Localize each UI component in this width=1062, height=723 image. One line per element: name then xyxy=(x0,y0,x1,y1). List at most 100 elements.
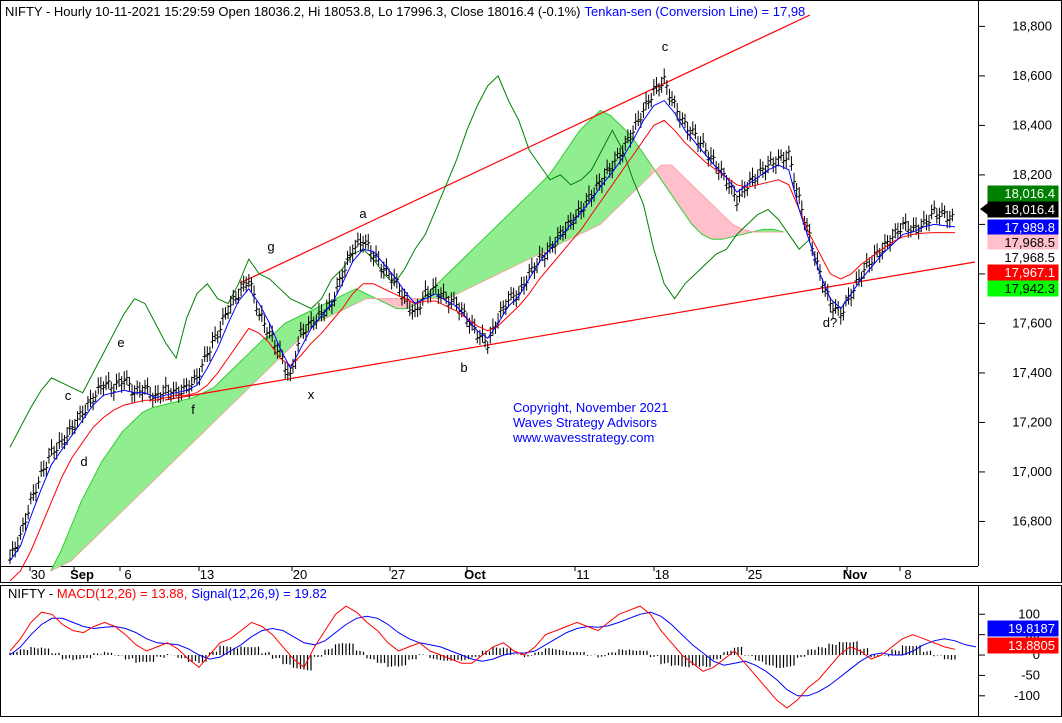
price-bar xyxy=(231,289,236,306)
price-bar xyxy=(117,372,122,387)
copyright-line-1: Copyright, November 2021 xyxy=(513,400,668,415)
price-bar xyxy=(916,224,921,240)
macd-ytick-label: 0 xyxy=(1033,647,1040,662)
cloud-segment xyxy=(599,110,611,226)
price-bar xyxy=(623,135,628,151)
price-bar xyxy=(358,233,363,252)
price-bar xyxy=(911,217,916,233)
price-bar xyxy=(306,316,311,332)
price-bar xyxy=(262,315,267,333)
main-header-symbol: NIFTY xyxy=(5,4,43,19)
price-bar xyxy=(13,541,18,558)
price-badge-text: 17,968.5 xyxy=(1004,250,1055,265)
cloud-segment xyxy=(162,402,174,473)
price-bar xyxy=(88,389,93,408)
macd-chart-header: NIFTY - MACD(12,26) = 13.88, Signal(12,26… xyxy=(8,586,327,601)
price-bar xyxy=(104,375,109,391)
price-bar xyxy=(75,411,80,428)
price-bar xyxy=(366,233,371,250)
macd-badge-text: 19.8187 xyxy=(1008,621,1055,636)
price-bar xyxy=(527,263,532,280)
cloud-segment xyxy=(203,387,214,434)
price-badge: 17,967.1 xyxy=(987,264,1059,281)
price-bar xyxy=(869,255,874,272)
price-bar xyxy=(329,299,334,314)
cloud-segment xyxy=(508,203,520,270)
price-bar xyxy=(641,102,646,119)
price-bar xyxy=(200,358,205,373)
price-bar xyxy=(464,312,469,328)
price-bar xyxy=(483,333,488,348)
price-bar xyxy=(537,245,542,264)
kijun-sen-line xyxy=(9,119,955,582)
price-bar xyxy=(792,172,797,190)
price-bar xyxy=(28,491,33,505)
price-badge-text: 18,016.4 xyxy=(1004,186,1055,201)
price-bar xyxy=(703,142,708,157)
price-bar xyxy=(39,461,44,477)
price-bar xyxy=(511,287,516,306)
cloud-segment xyxy=(121,421,133,513)
price-bar xyxy=(8,549,12,565)
price-bar xyxy=(267,323,272,339)
price-bar xyxy=(10,541,15,558)
price-bar xyxy=(106,371,111,389)
price-bar xyxy=(644,92,649,111)
macd-line xyxy=(9,605,956,709)
price-bar xyxy=(903,213,908,232)
price-bar xyxy=(192,369,197,384)
price-bar xyxy=(771,157,776,173)
price-bar xyxy=(322,309,327,322)
price-bar xyxy=(140,385,145,403)
cloud-segment xyxy=(131,411,143,503)
price-bar xyxy=(667,88,672,106)
price-bar xyxy=(880,242,885,260)
price-bar xyxy=(363,234,368,249)
price-badge: 17,989.8 xyxy=(987,219,1059,236)
price-bar xyxy=(794,182,799,199)
price-bar xyxy=(631,125,636,141)
price-ytick-label: 18,800 xyxy=(1012,18,1052,33)
price-bar xyxy=(18,526,23,541)
price-bar xyxy=(249,277,254,293)
price-badges-layer: 18,016.418,016.417,989.817,968.517,968.5… xyxy=(980,185,1059,654)
price-bar xyxy=(124,370,129,386)
price-bar xyxy=(462,303,467,317)
price-bar xyxy=(46,447,51,464)
price-bar xyxy=(895,222,900,240)
price-bar xyxy=(109,381,114,398)
price-bar xyxy=(425,286,430,304)
price-bar xyxy=(586,185,591,204)
xtick-label: Nov xyxy=(843,567,868,582)
wave-label: d? xyxy=(823,315,837,330)
price-bar xyxy=(945,210,950,229)
main-chart-header: NIFTY - Hourly 10-11-2021 15:29:59 Open … xyxy=(5,4,805,19)
cloud-segment xyxy=(152,404,163,483)
price-bar xyxy=(423,280,428,297)
price-bar xyxy=(615,147,620,160)
price-bar xyxy=(85,396,90,411)
price-bar xyxy=(636,110,641,127)
wave-label: a xyxy=(359,206,367,221)
price-bar xyxy=(690,121,695,135)
price-bar xyxy=(353,239,358,255)
price-bar xyxy=(683,113,687,128)
price-bar xyxy=(451,291,456,305)
chikou-span-line xyxy=(9,75,810,448)
price-bar xyxy=(779,149,784,161)
copyright-line-2: Waves Strategy Advisors xyxy=(513,415,658,430)
macd-ytick-label: -100 xyxy=(1014,688,1040,703)
price-bar xyxy=(205,346,210,362)
price-bar xyxy=(797,186,802,205)
price-ytick-label: 18,600 xyxy=(1012,68,1052,83)
cloud-segment xyxy=(91,461,102,542)
price-bar xyxy=(78,405,83,421)
xtick-label: 27 xyxy=(391,567,405,582)
price-bar xyxy=(906,220,911,238)
price-bar xyxy=(436,289,441,304)
price-bar xyxy=(257,308,262,321)
price-bar xyxy=(680,112,685,125)
price-bar xyxy=(620,144,625,163)
xtick-label: 8 xyxy=(904,567,911,582)
